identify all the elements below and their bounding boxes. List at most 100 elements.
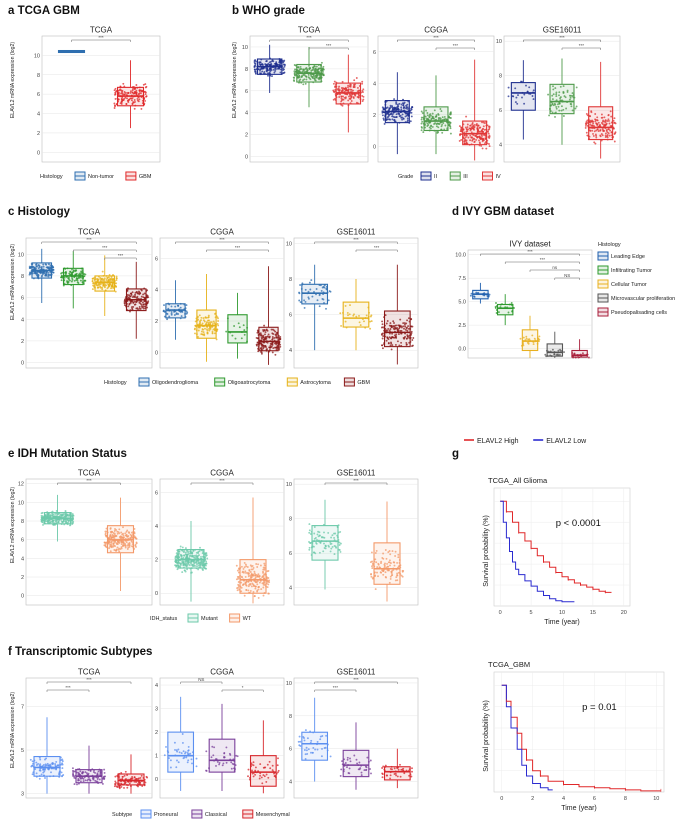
data-point xyxy=(399,763,401,766)
data-point xyxy=(175,555,178,558)
data-point xyxy=(343,88,346,90)
data-point xyxy=(257,596,260,599)
data-point xyxy=(101,270,104,273)
data-point xyxy=(313,68,316,71)
y-tick-label: 6 xyxy=(499,108,502,114)
data-point xyxy=(102,776,105,779)
data-point xyxy=(92,282,95,285)
data-point xyxy=(481,147,484,150)
data-point xyxy=(201,568,204,571)
data-point xyxy=(321,67,324,70)
data-point xyxy=(587,356,590,359)
y-tick-label: 0 xyxy=(245,155,248,161)
y-tick-label: 0 xyxy=(155,777,158,783)
data-point xyxy=(259,63,262,66)
data-point xyxy=(255,60,258,63)
data-point xyxy=(135,541,138,544)
data-point xyxy=(275,63,277,66)
data-point xyxy=(361,82,364,85)
data-point xyxy=(113,785,116,788)
data-point xyxy=(266,63,268,66)
y-tick-label: 7 xyxy=(21,704,24,710)
data-point xyxy=(398,115,401,118)
subplot-title: TCGA xyxy=(78,469,101,478)
data-point xyxy=(103,778,105,780)
data-point xyxy=(73,783,76,786)
data-point xyxy=(494,305,497,308)
data-point xyxy=(320,61,323,64)
y-axis-label: ELAVL2 mRNA expression (log2) xyxy=(10,42,16,119)
data-point xyxy=(217,324,220,327)
y-tick-label: 4 xyxy=(155,288,158,294)
data-point xyxy=(166,318,169,321)
y-tick-label: 5 xyxy=(21,748,24,754)
box xyxy=(373,542,401,585)
data-point xyxy=(370,551,373,554)
data-point xyxy=(465,115,468,118)
data-point xyxy=(299,65,302,68)
legend-label: Infiltrating Tumor xyxy=(611,268,652,274)
data-point xyxy=(317,68,320,71)
data-point xyxy=(337,87,340,90)
data-point xyxy=(329,755,332,758)
y-tick-label: 4 xyxy=(21,317,24,323)
data-point xyxy=(72,773,75,776)
data-point xyxy=(369,561,372,564)
data-point xyxy=(258,63,261,65)
box xyxy=(94,275,116,292)
data-point xyxy=(122,82,125,85)
data-point xyxy=(345,87,348,90)
y-tick-label: 0.0 xyxy=(458,347,466,353)
panel-title: Histology xyxy=(18,206,71,218)
data-point xyxy=(184,570,187,573)
data-point xyxy=(340,97,343,100)
y-tick-label: 4 xyxy=(289,586,292,592)
data-point xyxy=(184,547,187,550)
data-point xyxy=(303,306,306,309)
y-tick-label: 10 xyxy=(496,39,502,45)
data-point xyxy=(340,100,343,103)
data-point xyxy=(381,323,384,326)
data-point xyxy=(310,69,313,72)
data-point xyxy=(38,777,41,780)
data-point xyxy=(356,86,359,89)
y-tick-label: 2 xyxy=(21,575,24,581)
box xyxy=(383,310,411,348)
data-point xyxy=(308,68,311,71)
data-point xyxy=(563,351,565,354)
data-point xyxy=(114,97,117,100)
data-point xyxy=(338,544,341,546)
data-point xyxy=(272,68,275,71)
data-point xyxy=(306,69,309,72)
data-point xyxy=(115,277,118,280)
data-point xyxy=(103,771,106,774)
data-point xyxy=(267,580,270,583)
data-point xyxy=(132,101,135,104)
data-point xyxy=(253,68,256,71)
data-point xyxy=(254,70,257,73)
data-point xyxy=(554,115,556,118)
data-point xyxy=(302,83,305,86)
data-point xyxy=(313,65,316,68)
data-point xyxy=(352,83,355,86)
data-point xyxy=(411,770,413,773)
data-point xyxy=(103,541,106,544)
data-point xyxy=(308,546,311,549)
data-point xyxy=(507,86,510,89)
data-point xyxy=(356,90,359,93)
data-point xyxy=(299,284,302,286)
data-point xyxy=(299,78,302,81)
data-point xyxy=(72,521,75,524)
box-group-grade2 xyxy=(253,44,286,93)
data-point xyxy=(293,71,296,74)
panel-letter: c xyxy=(8,206,18,218)
y-tick-label: 0 xyxy=(373,144,376,150)
data-point xyxy=(448,116,451,119)
data-point xyxy=(410,330,413,333)
data-point xyxy=(235,564,238,567)
